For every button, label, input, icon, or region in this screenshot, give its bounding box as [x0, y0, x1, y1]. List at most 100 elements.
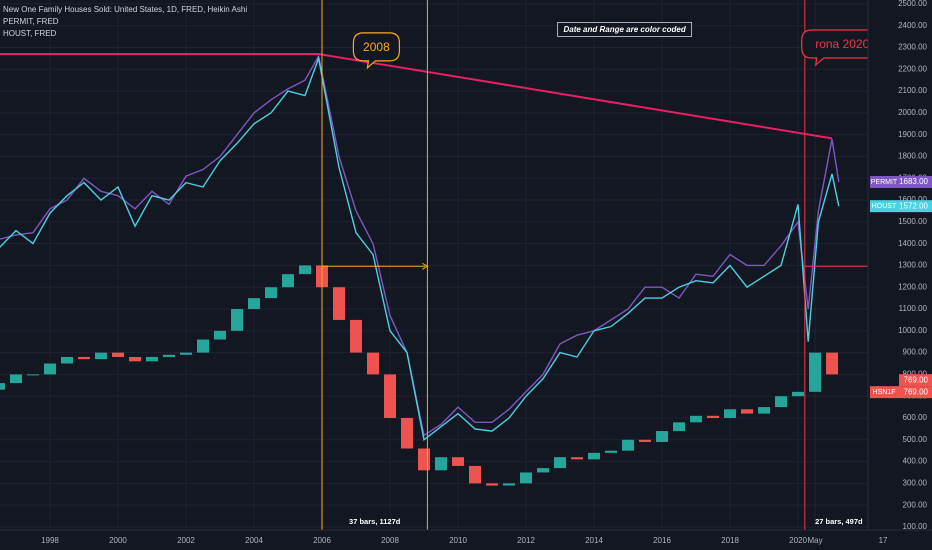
- candle-body: [673, 422, 686, 432]
- candle-body: [128, 356, 141, 362]
- candle-body: [145, 356, 158, 362]
- y-tick-label: 1000.00: [898, 326, 927, 335]
- badge-value-bg: [899, 175, 932, 188]
- candle-body: [622, 439, 635, 451]
- y-tick-label: 1300.00: [898, 261, 927, 270]
- y-tick-label: 2200.00: [898, 64, 927, 73]
- candle-body: [826, 352, 839, 375]
- badge-name-bg: [870, 175, 899, 188]
- candle-body: [571, 457, 584, 460]
- y-tick-label: 2400.00: [898, 21, 927, 30]
- x-tick-label: 2010: [449, 536, 467, 545]
- candle-body: [792, 391, 805, 397]
- line-series: [0, 55, 840, 442]
- price-axis: [868, 0, 932, 550]
- candle-body: [503, 483, 516, 486]
- y-tick-label: 2000.00: [898, 108, 927, 117]
- callout-text: 2008: [363, 40, 390, 54]
- badge-value-bg: [899, 200, 932, 213]
- candle-body: [111, 352, 124, 357]
- x-tick-label: 2006: [313, 536, 331, 545]
- candle-body: [179, 352, 192, 355]
- x-tick-label: 2002: [177, 536, 195, 545]
- badge-name-bg: [870, 386, 899, 399]
- badge-name-bg: [870, 200, 899, 213]
- candle-body: [724, 409, 737, 418]
- candle-body: [401, 417, 414, 449]
- callout-text: rona 2020: [815, 37, 869, 51]
- trend-line: [0, 53, 833, 140]
- candle-body: [9, 374, 22, 384]
- time-axis: [0, 530, 932, 550]
- badge-value-bg: [899, 374, 932, 387]
- x-tick-label: 2012: [517, 536, 535, 545]
- y-tick-label: 2100.00: [898, 86, 927, 95]
- candle-body: [418, 448, 431, 471]
- callout-bubble: [352, 32, 401, 70]
- x-tick-label: May: [807, 536, 822, 545]
- y-tick-label: 1100.00: [899, 304, 928, 313]
- candle-body: [384, 374, 397, 418]
- candle-body: [213, 330, 226, 340]
- candle-body: [230, 309, 243, 331]
- candle-body: [588, 452, 601, 460]
- candle-body: [741, 409, 754, 414]
- candle-body: [452, 457, 465, 466]
- x-tick-label: 2000: [109, 536, 127, 545]
- y-tick-label: 400.00: [903, 457, 928, 466]
- y-tick-label: 1200.00: [898, 282, 927, 291]
- y-tick-label: 800.00: [903, 370, 928, 379]
- candle-body: [656, 431, 669, 442]
- y-tick-label: 1400.00: [898, 239, 927, 248]
- y-tick-label: 200.00: [903, 500, 928, 509]
- candle-body: [486, 483, 499, 486]
- range-label: 27 bars, 497d: [815, 517, 863, 526]
- candle-body: [281, 274, 294, 288]
- badge-value: 769.00: [904, 387, 929, 396]
- candle-body: [469, 465, 482, 484]
- x-tick-label: 2014: [585, 536, 603, 545]
- candle-body: [43, 363, 56, 375]
- legend-entry: HOUST, FRED: [3, 29, 57, 38]
- range-label: 37 bars, 1127d: [349, 517, 401, 526]
- badge-name: HSN1F: [873, 389, 896, 396]
- badge-value: 1572.00: [899, 201, 928, 210]
- y-tick-label: 900.00: [903, 348, 928, 357]
- x-tick-label: 2020: [789, 536, 807, 545]
- candle-body: [809, 352, 822, 392]
- note-text: Date and Range are color coded: [563, 25, 686, 34]
- candle-body: [605, 450, 618, 453]
- y-tick-label: 2500.00: [898, 0, 927, 8]
- x-tick-label: 2016: [653, 536, 671, 545]
- legend-entry: PERMIT, FRED: [3, 17, 59, 26]
- candle-body: [77, 356, 90, 360]
- candle-body: [94, 352, 107, 360]
- candle-body: [350, 319, 363, 353]
- y-tick-label: 1800.00: [898, 152, 927, 161]
- x-tick-label: 1998: [41, 536, 59, 545]
- candle-body: [196, 339, 209, 353]
- candle-body: [758, 407, 771, 414]
- candle-body: [162, 354, 175, 357]
- candle-body: [707, 415, 720, 418]
- y-tick-label: 300.00: [903, 478, 928, 487]
- badge-name: PERMIT: [871, 179, 898, 186]
- badge-value-bg: [899, 386, 932, 399]
- note-box: [557, 22, 693, 37]
- badge-name: HOUST: [872, 203, 897, 210]
- badge-value: 1683.00: [899, 177, 928, 186]
- line-series: [0, 54, 840, 437]
- candle-body: [247, 298, 260, 310]
- x-tick-label: 2004: [245, 536, 263, 545]
- candle-body: [60, 356, 73, 364]
- candle-body: [775, 396, 788, 408]
- arrow-head: [422, 262, 429, 270]
- candle-body: [435, 457, 448, 471]
- candle-body: [26, 374, 39, 376]
- y-tick-label: 2300.00: [898, 43, 927, 52]
- y-tick-label: 1600.00: [898, 195, 927, 204]
- candle-body: [639, 439, 652, 442]
